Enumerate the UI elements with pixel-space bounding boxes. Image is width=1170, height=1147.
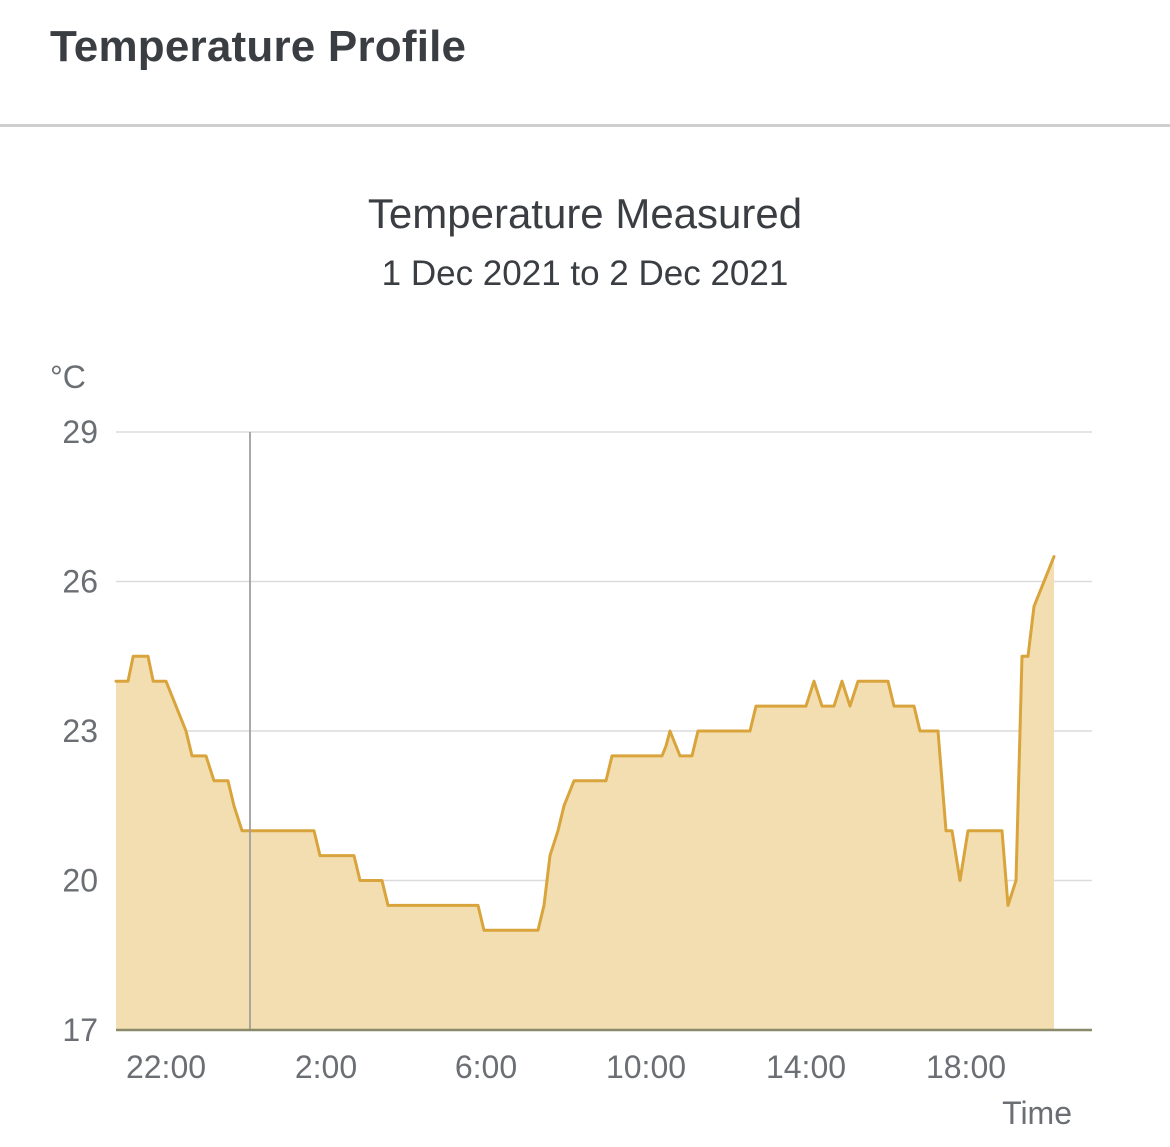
panel-header: Temperature Profile xyxy=(0,0,1170,127)
x-tick-label: 2:00 xyxy=(295,1049,357,1085)
y-tick-label-20: 20 xyxy=(62,863,98,899)
x-tick-label: 18:00 xyxy=(926,1049,1006,1085)
y-tick-label-26: 26 xyxy=(62,564,98,600)
temperature-area xyxy=(116,556,1054,1030)
y-tick-label-23: 23 xyxy=(62,713,98,749)
x-tick-label: 22:00 xyxy=(126,1049,206,1085)
x-tick-label: 6:00 xyxy=(455,1049,517,1085)
x-tick-label: 10:00 xyxy=(606,1049,686,1085)
x-axis-title: Time xyxy=(1002,1095,1072,1131)
y-tick-label-29: 29 xyxy=(62,414,98,450)
temperature-line xyxy=(114,555,1056,932)
x-tick-label: 14:00 xyxy=(766,1049,846,1085)
y-tick-label-17: 17 xyxy=(62,1012,98,1048)
chart-title: Temperature Measured xyxy=(367,190,803,237)
chart-subtitle: 1 Dec 2021 to 2 Dec 2021 xyxy=(381,254,789,293)
panel-title: Temperature Profile xyxy=(50,22,467,71)
y-axis-unit-label: °C xyxy=(50,359,86,395)
